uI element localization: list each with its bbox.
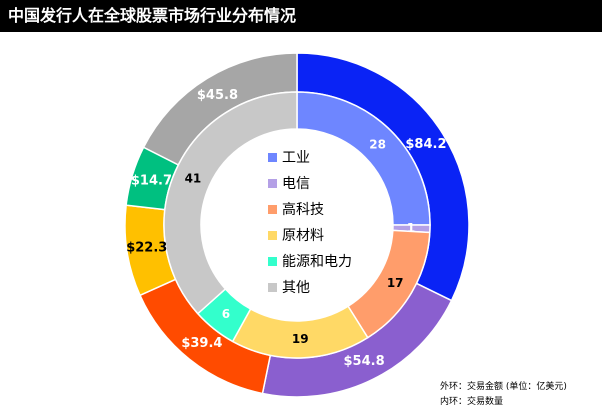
legend-swatch-2 — [268, 179, 277, 188]
inner-segment-6 — [163, 91, 298, 315]
legend-label-1: 工业 — [282, 150, 310, 166]
outer-label-3: $39.4 — [181, 336, 222, 351]
inner-label-5: 6 — [222, 307, 230, 321]
legend-label-3: 高科技 — [282, 201, 324, 218]
inner-label-1: 28 — [369, 137, 386, 151]
inner-label-2: 1 — [407, 221, 415, 235]
legend-label-4: 原材料 — [282, 228, 324, 244]
footnote-outer: 外环：交易金额 (单位：亿美元) — [440, 382, 567, 392]
inner-label-3: 17 — [387, 276, 404, 290]
legend-swatch-5 — [268, 257, 277, 266]
legend-swatch-1 — [268, 153, 277, 162]
legend-label-6: 其他 — [282, 280, 310, 296]
outer-label-5: $14.7 — [131, 174, 172, 189]
outer-label-6: $45.8 — [197, 88, 238, 103]
inner-label-6: 41 — [185, 171, 202, 185]
outer-ring — [124, 52, 470, 398]
footnote-inner: 内环：交易数量 — [440, 397, 504, 407]
outer-label-1: $84.2 — [405, 137, 446, 152]
chart-title: 中国发行人在全球股票市场行业分布情况 — [8, 6, 297, 25]
title-bar: 中国发行人在全球股票市场行业分布情况 — [0, 0, 602, 32]
outer-label-2: $54.8 — [344, 354, 385, 369]
inner-ring — [163, 91, 431, 359]
legend-swatch-6 — [268, 283, 277, 292]
segment-labels: $84.2 $54.8 $39.4 $22.3 $14.7 $45.8 28 1 17 19 6 41 — [126, 88, 446, 369]
legend-label-5: 能源和电力 — [282, 254, 352, 270]
inner-label-4: 19 — [292, 332, 309, 346]
outer-label-4: $22.3 — [126, 241, 167, 256]
legend-label-2: 电信 — [282, 176, 310, 192]
legend-swatch-3 — [268, 205, 277, 214]
legend-swatch-4 — [268, 231, 277, 240]
